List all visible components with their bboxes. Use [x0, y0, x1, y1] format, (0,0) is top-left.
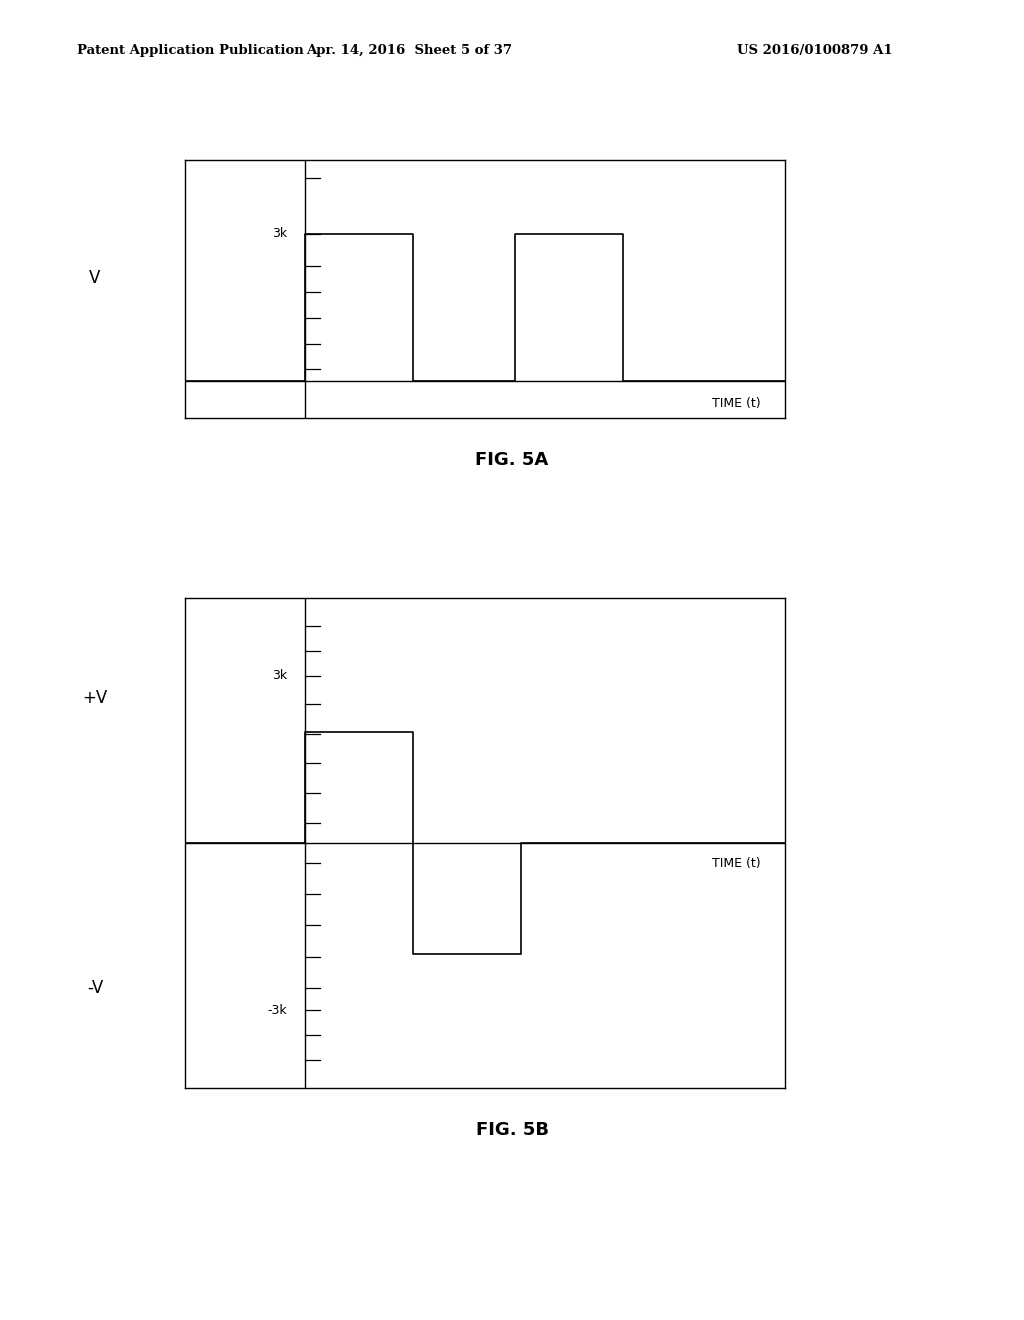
Text: Apr. 14, 2016  Sheet 5 of 37: Apr. 14, 2016 Sheet 5 of 37 — [306, 44, 513, 57]
Text: -3k: -3k — [267, 1003, 287, 1016]
Text: FIG. 5A: FIG. 5A — [475, 451, 549, 469]
Text: 3k: 3k — [272, 669, 287, 682]
Text: 3k: 3k — [272, 227, 287, 240]
Text: FIG. 5B: FIG. 5B — [475, 1121, 549, 1139]
Text: TIME (t): TIME (t) — [713, 857, 761, 870]
Text: TIME (t): TIME (t) — [713, 397, 761, 409]
Text: US 2016/0100879 A1: US 2016/0100879 A1 — [737, 44, 893, 57]
Text: -V: -V — [87, 978, 103, 997]
Text: V: V — [89, 269, 100, 286]
Text: +V: +V — [82, 689, 108, 708]
Text: Patent Application Publication: Patent Application Publication — [77, 44, 303, 57]
